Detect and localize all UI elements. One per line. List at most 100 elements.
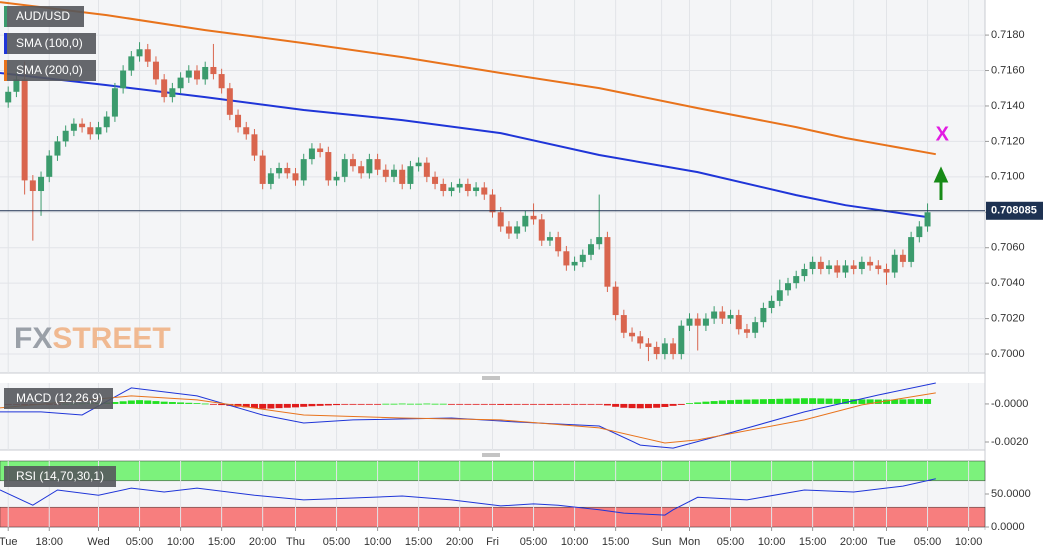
histogram-bar <box>374 403 382 405</box>
x-tick-label: 05:00 <box>914 536 942 548</box>
histogram-bar <box>292 403 299 408</box>
x-tick-label: Sun <box>652 536 672 548</box>
histogram-bar <box>300 403 308 407</box>
histogram-bar <box>382 403 390 405</box>
x-tick-label: 10:00 <box>167 536 195 548</box>
histogram-bar <box>891 399 899 404</box>
histogram-bar <box>743 399 751 404</box>
legend-swatch <box>4 6 7 27</box>
candle-body <box>308 148 315 160</box>
histogram-bar <box>899 399 907 404</box>
histogram-bar <box>571 403 579 405</box>
candle-body <box>218 74 225 89</box>
candle-body <box>891 254 898 273</box>
histogram-bar <box>644 403 652 409</box>
x-tick-label: 10:00 <box>561 536 589 548</box>
legend-label: SMA (200,0) <box>16 63 83 77</box>
candle-body <box>46 155 53 177</box>
candle-body <box>226 88 233 115</box>
candle-body <box>144 49 151 62</box>
y-tick-label: 0.7040 <box>991 277 1025 289</box>
histogram-bar <box>809 398 817 404</box>
candle-body <box>415 162 422 167</box>
candle-body <box>776 290 783 301</box>
histogram-bar <box>168 402 176 404</box>
candle-body <box>292 173 299 181</box>
histogram-bar <box>603 403 611 406</box>
up-arrow <box>933 166 949 200</box>
histogram-bar <box>489 403 496 405</box>
marks <box>0 1 985 516</box>
resize-handle[interactable] <box>482 376 500 380</box>
last-price-label: 0.708085 <box>991 205 1037 217</box>
histogram-bar <box>587 403 595 405</box>
candle-body <box>235 114 242 128</box>
histogram-bar <box>144 400 152 404</box>
histogram-bar <box>308 403 316 407</box>
x-tick-label: Tue <box>0 536 17 548</box>
histogram-bar <box>177 402 185 404</box>
histogram-bar <box>628 403 636 409</box>
x-tick-label: 20:00 <box>249 536 277 548</box>
x-tick-label: Fri <box>486 536 499 548</box>
candle-body <box>70 123 77 131</box>
legend-swatch <box>4 60 7 81</box>
histogram-bar <box>915 398 923 404</box>
candle-body <box>177 77 184 89</box>
histogram-bar <box>480 403 488 405</box>
candle-body <box>645 343 652 347</box>
histogram-bar <box>595 403 603 405</box>
annotation: X <box>936 123 950 145</box>
histogram-bar <box>152 401 160 404</box>
y-tick-label: 0.7020 <box>991 313 1025 325</box>
histogram-bar <box>710 401 718 404</box>
candle-body <box>670 343 677 355</box>
histogram-bar <box>464 403 472 405</box>
legend-box <box>4 60 96 81</box>
candle-body <box>202 66 209 80</box>
candle-body <box>924 212 931 227</box>
candle-body <box>382 169 389 177</box>
histogram-bar <box>718 400 726 404</box>
candle-body <box>276 167 283 174</box>
candle-body <box>793 276 800 284</box>
legend-box <box>4 388 113 409</box>
histogram-bar <box>185 402 193 404</box>
x-tick-label: 10:00 <box>364 536 392 548</box>
candle-body <box>826 265 833 269</box>
x-tick-label: 05:00 <box>126 536 154 548</box>
histogram-bar <box>546 403 554 405</box>
histogram-bar <box>784 398 792 404</box>
candle-body <box>185 70 192 78</box>
histogram-bar <box>538 403 546 405</box>
candle-body <box>243 127 250 135</box>
candle-body <box>13 79 20 92</box>
candle-body <box>473 187 480 192</box>
candle-body <box>325 152 332 181</box>
legend-box <box>4 6 84 27</box>
candle-body <box>579 254 586 262</box>
candle-body <box>752 322 759 333</box>
candle-body <box>514 226 521 234</box>
candle-body <box>62 130 69 142</box>
indicator-line <box>0 478 936 516</box>
candle-body <box>38 176 45 192</box>
histogram-bar <box>160 401 168 404</box>
candle-body <box>128 56 135 71</box>
candle-body <box>349 159 356 167</box>
candle-body <box>743 329 750 333</box>
histogram-bar <box>324 403 332 406</box>
histogram-bar <box>677 403 685 405</box>
histogram-bar <box>283 403 291 408</box>
y-tick-label: 0.0000 <box>991 521 1025 533</box>
resize-handle[interactable] <box>482 453 500 457</box>
histogram-bar <box>661 403 669 407</box>
legend-box <box>4 33 96 54</box>
y-tick-label: -0.0000 <box>991 398 1028 410</box>
histogram-bar <box>579 403 587 405</box>
y-tick-label: 0.7120 <box>991 135 1025 147</box>
candle-body <box>259 155 266 184</box>
histogram-bar <box>431 403 439 405</box>
y-tick-label: 0.7060 <box>991 242 1025 254</box>
